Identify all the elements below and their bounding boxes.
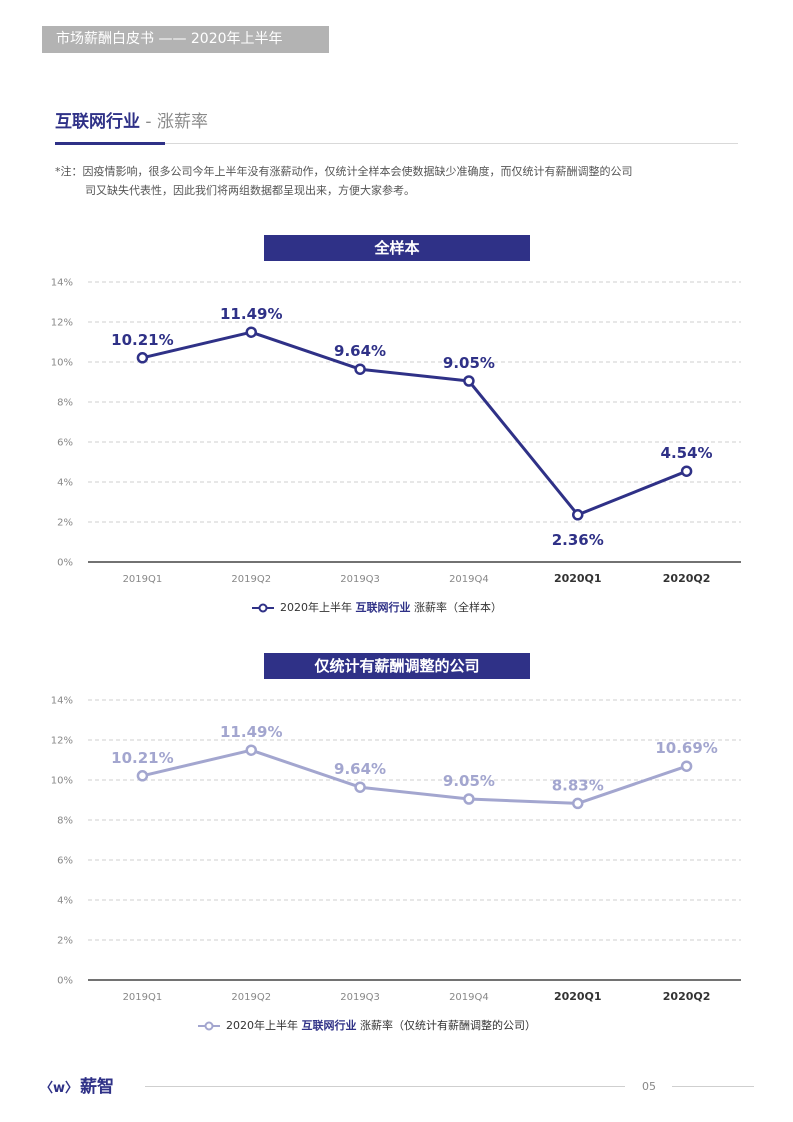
data-label: 8.83% — [552, 776, 604, 794]
y-tick-label: 8% — [57, 398, 73, 409]
y-tick-label: 6% — [57, 438, 73, 449]
data-label: 9.05% — [443, 354, 495, 372]
y-tick-label: 2% — [57, 518, 73, 529]
data-point — [245, 326, 257, 338]
logo-text: 薪智 — [80, 1077, 115, 1097]
section-title-main: 互联网行业 — [55, 112, 140, 132]
section-title: 互联网行业 - 涨薪率 — [55, 107, 208, 132]
data-point — [136, 770, 149, 782]
y-tick-label: 12% — [51, 736, 73, 747]
x-tick-label: 2019Q3 — [340, 992, 380, 1003]
chart-2: 0% 2% 4% 6% 8% 10% 12% 14% 2019Q1 2019Q2 2019Q3 201… — [51, 696, 741, 1003]
x-tick-label: 2019Q2 — [231, 574, 271, 585]
x-tick-label: 2019Q2 — [231, 992, 271, 1003]
x-tick-label: 2020Q2 — [663, 572, 711, 585]
y-tick-label: 0% — [57, 976, 73, 987]
y-tick-label: 8% — [57, 816, 73, 827]
data-point — [136, 352, 149, 364]
data-label: 11.49% — [220, 723, 282, 741]
data-point — [680, 760, 693, 772]
legend-2-prefix: 2020年上半年 — [226, 1019, 302, 1032]
x-tick-label: 2020Q1 — [554, 572, 602, 585]
legend-1-prefix: 2020年上半年 — [280, 601, 356, 614]
x-tick-label: 2020Q1 — [554, 990, 602, 1003]
y-tick-label: 10% — [51, 776, 73, 787]
data-label: 10.21% — [111, 749, 173, 767]
brand-logo: 〈w〉 薪智 — [40, 1072, 114, 1097]
x-tick-label: 2019Q4 — [449, 992, 489, 1003]
data-point — [354, 781, 366, 793]
footer-divider-left — [145, 1086, 625, 1087]
legend-2-marker — [198, 1021, 220, 1031]
data-point — [572, 509, 584, 521]
data-label: 4.54% — [661, 444, 713, 462]
data-label: 9.64% — [334, 760, 386, 778]
section-subtitle: - 涨薪率 — [140, 112, 208, 132]
chart-2-title: 仅统计有薪酬调整的公司 — [264, 653, 530, 679]
y-tick-label: 0% — [57, 558, 73, 569]
data-label: 9.05% — [443, 772, 495, 790]
y-tick-label: 14% — [51, 278, 73, 289]
footnote-line-2: 司又缺失代表性，因此我们将两组数据都呈现出来，方便大家参考。 — [85, 184, 415, 197]
data-label: 9.64% — [334, 342, 386, 360]
y-tick-label: 4% — [57, 478, 73, 489]
y-tick-label: 10% — [51, 358, 73, 369]
y-tick-label: 12% — [51, 318, 73, 329]
page-number: 05 — [642, 1080, 656, 1093]
footnote-line-1: *注：因疫情影响，很多公司今年上半年没有涨薪动作，仅统计全样本会使数据缺少准确度… — [55, 165, 633, 178]
header-band: 市场薪酬白皮书 —— 2020年上半年 — [42, 26, 329, 53]
legend-2-bold: 互联网行业 — [301, 1019, 357, 1032]
legend-1-suffix: 涨薪率（全样本） — [410, 601, 502, 614]
x-tick-label: 2019Q3 — [340, 574, 380, 585]
data-point — [680, 465, 693, 477]
legend-1-bold: 互联网行业 — [355, 601, 411, 614]
data-point — [245, 744, 257, 756]
x-tick-label: 2019Q1 — [123, 992, 163, 1003]
chart-2-legend: 2020年上半年 互联网行业 涨薪率（仅统计有薪酬调整的公司） — [198, 1017, 536, 1033]
legend-2-suffix: 涨薪率（仅统计有薪酬调整的公司） — [356, 1019, 536, 1032]
chart-1-title: 全样本 — [264, 235, 530, 261]
data-point — [463, 793, 475, 805]
y-tick-label: 14% — [51, 696, 73, 707]
series-line — [142, 748, 688, 805]
data-point — [463, 375, 475, 387]
data-label: 11.49% — [220, 305, 282, 323]
y-tick-label: 4% — [57, 896, 73, 907]
series-line — [142, 330, 688, 517]
chart-1: 0% 2% 4% 6% 8% 10% 12% 14% 2019Q1 2019Q2 2019Q3 201… — [51, 278, 741, 585]
x-tick-label: 2020Q2 — [663, 990, 711, 1003]
logo-mark-icon: 〈w〉 — [40, 1081, 79, 1096]
data-point — [354, 363, 366, 375]
data-label: 10.69% — [655, 739, 717, 757]
x-tick-label: 2019Q4 — [449, 574, 489, 585]
data-label: 10.21% — [111, 331, 173, 349]
y-tick-label: 6% — [57, 856, 73, 867]
title-divider-accent — [55, 142, 165, 145]
data-label: 2.36% — [552, 531, 604, 549]
data-point — [572, 797, 584, 810]
footnote: *注：因疫情影响，很多公司今年上半年没有涨薪动作，仅统计全样本会使数据缺少准确度… — [55, 162, 745, 200]
y-tick-label: 2% — [57, 936, 73, 947]
footer-divider-right — [672, 1086, 754, 1087]
legend-1-marker — [252, 603, 274, 613]
title-divider — [55, 143, 738, 144]
chart-1-legend: 2020年上半年 互联网行业 涨薪率（全样本） — [252, 599, 502, 615]
x-tick-label: 2019Q1 — [123, 574, 163, 585]
